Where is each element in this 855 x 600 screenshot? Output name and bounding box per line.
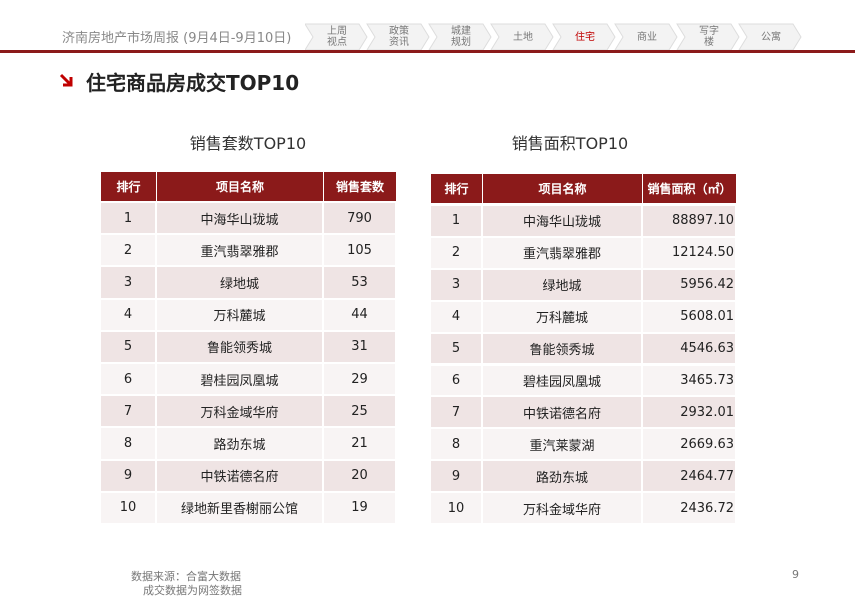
table-cell: 19: [324, 492, 397, 523]
nav-label[interactable]: 视点: [327, 37, 347, 48]
nav-tab[interactable]: 写字楼: [677, 24, 741, 50]
table-cell: 7: [431, 397, 483, 428]
table-cell: 重汽翡翠雅郡: [483, 237, 643, 268]
table-cell: 29: [324, 364, 397, 395]
nav-label[interactable]: 政策: [389, 26, 409, 37]
table-cell: 3: [101, 267, 157, 298]
page-number: 9: [792, 568, 799, 581]
table-cell: 重汽翡翠雅郡: [157, 235, 324, 266]
table-cell: 2669.63: [643, 429, 737, 460]
table-cell: 3465.73: [643, 365, 737, 396]
table-header-cell: 排行: [431, 174, 483, 203]
table-cell: 万科麓城: [157, 299, 324, 330]
nav-label[interactable]: 住宅: [575, 31, 595, 43]
footer-note: 成交数据为网签数据: [143, 584, 242, 597]
nav-label[interactable]: 上周: [327, 26, 347, 37]
nav-label[interactable]: 商业: [637, 31, 657, 43]
table-cell: 8: [101, 428, 157, 459]
table-cell: 105: [324, 235, 397, 266]
table-cell: 4546.63: [643, 333, 737, 364]
table-cell: 20: [324, 460, 397, 491]
table-cell: 21: [324, 428, 397, 459]
table-cell: 2436.72: [643, 493, 737, 523]
table-cell: 53: [324, 267, 397, 298]
nav-tab[interactable]: 政策 资讯: [367, 24, 431, 50]
nav-label[interactable]: 规划: [451, 37, 471, 48]
header-title: 济南房地产市场周报 (9月4日-9月10日): [62, 31, 292, 46]
nav-tab[interactable]: 上周 视点: [305, 24, 369, 50]
table-cell: 碧桂园凤凰城: [157, 364, 324, 395]
table-cell: 2932.01: [643, 397, 737, 428]
table-cell: 5608.01: [643, 301, 737, 332]
table-header-cell: 项目名称: [157, 172, 324, 201]
table-cell: 44: [324, 299, 397, 330]
table-header-cell: 项目名称: [483, 174, 643, 203]
table-cell: 790: [324, 203, 397, 234]
table-cell: 万科金域华府: [157, 396, 324, 427]
table-cell: 绿地新里香榭丽公馆: [157, 492, 324, 523]
header-rule: [0, 50, 855, 53]
table-cell: 31: [324, 331, 397, 362]
table-cell: 5: [101, 331, 157, 362]
table-cell: 万科麓城: [483, 301, 643, 332]
table-cell: 路劲东城: [157, 428, 324, 459]
nav-tab[interactable]: 商业: [615, 24, 679, 50]
table-cell: 中海华山珑城: [157, 203, 324, 234]
table-cell: 25: [324, 396, 397, 427]
nav-label[interactable]: 土地: [513, 31, 533, 43]
nav-tab[interactable]: 土地: [491, 24, 555, 50]
table-cell: 10: [431, 493, 483, 523]
table-cell: 中铁诺德名府: [483, 397, 643, 428]
table-cell: 5956.42: [643, 269, 737, 300]
table-cell: 2: [101, 235, 157, 266]
table-cell: 绿地城: [157, 267, 324, 298]
table-cell: 6: [431, 365, 483, 396]
nav-tab[interactable]: 住宅: [553, 24, 617, 50]
table-cell: 鲁能领秀城: [157, 331, 324, 362]
table-cell: 2464.77: [643, 461, 737, 492]
table-cell: 12124.50: [643, 237, 737, 268]
table-header-cell: 销售套数: [324, 172, 397, 201]
nav-label[interactable]: 资讯: [389, 37, 409, 48]
table-cell: 1: [431, 206, 483, 236]
table-cell: 88897.10: [643, 206, 737, 236]
table-title: 销售套数TOP10: [189, 134, 307, 153]
table-cell: 2: [431, 237, 483, 268]
footer-source: 数据来源：合富大数据: [131, 570, 241, 583]
table-title: 销售面积TOP10: [511, 134, 629, 153]
nav-tab[interactable]: 公寓: [739, 24, 803, 50]
table-cell: 9: [431, 461, 483, 492]
nav-tab[interactable]: 城建 规划: [429, 24, 493, 50]
table-cell: 3: [431, 269, 483, 300]
section-title: 住宅商品房成交TOP10: [86, 71, 300, 95]
table-cell: 4: [101, 299, 157, 330]
table-header-cell: 销售面积（㎡）: [643, 174, 737, 203]
nav-label[interactable]: 公寓: [761, 31, 781, 43]
table-cell: 绿地城: [483, 269, 643, 300]
nav-label[interactable]: 楼: [704, 37, 714, 48]
table-cell: 1: [101, 203, 157, 234]
table-cell: 10: [101, 492, 157, 523]
table-cell: 6: [101, 364, 157, 395]
table-cell: 7: [101, 396, 157, 427]
table-cell: 碧桂园凤凰城: [483, 365, 643, 396]
nav-label[interactable]: 写字: [699, 26, 719, 37]
table-cell: 路劲东城: [483, 461, 643, 492]
table-cell: 9: [101, 460, 157, 491]
nav-bar: [305, 23, 802, 51]
table-cell: 中海华山珑城: [483, 206, 643, 236]
table-header-cell: 排行: [101, 172, 157, 201]
table-cell: 5: [431, 333, 483, 364]
table-cell: 重汽莱蒙湖: [483, 429, 643, 460]
nav-label[interactable]: 城建: [451, 26, 471, 37]
table-cell: 中铁诺德名府: [157, 460, 324, 491]
table-cell: 4: [431, 301, 483, 332]
section-arrow: [59, 73, 73, 87]
table-cell: 8: [431, 429, 483, 460]
table-cell: 鲁能领秀城: [483, 333, 643, 364]
table-cell: 万科金域华府: [483, 493, 643, 523]
